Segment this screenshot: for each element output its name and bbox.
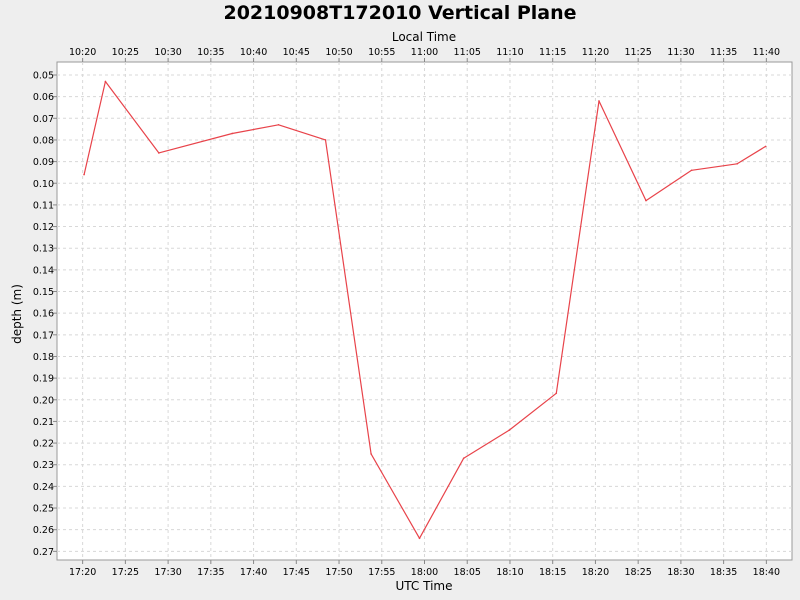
utc-tick-label: 17:45 [283,567,310,578]
y-tick-label: 0.18 [33,352,54,363]
depth-data-point [736,162,738,165]
local-tick-label: 10:30 [154,47,181,58]
depth-data-point [104,80,107,83]
y-tick-label: 0.12 [33,222,54,233]
utc-tick-label: 17:50 [325,567,352,578]
utc-tick-label: 18:00 [411,567,438,578]
y-tick-label: 0.22 [33,439,54,450]
utc-time-axis-label: UTC Time [396,579,453,593]
local-tick-label: 10:25 [112,47,139,58]
utc-tick-label: 17:35 [197,567,224,578]
y-tick-label: 0.13 [33,244,54,255]
utc-tick-label: 18:40 [753,567,780,578]
y-tick-label: 0.10 [33,179,54,190]
depth-data-point [690,169,693,172]
utc-tick-label: 17:55 [368,567,395,578]
utc-tick-label: 17:25 [112,567,139,578]
local-tick-label: 11:30 [667,47,694,58]
depth-data-point [764,145,767,148]
depth-data-point [83,173,85,176]
depth-data-point [418,537,421,540]
y-tick-label: 0.21 [33,417,54,428]
utc-tick-label: 18:05 [454,567,481,578]
depth-data-point [598,100,600,102]
local-time-axis-label: Local Time [392,30,456,44]
y-tick-label: 0.06 [33,92,54,103]
local-tick-label: 11:20 [582,47,609,58]
y-tick-label: 0.09 [33,157,54,168]
local-tick-label: 11:35 [710,47,737,58]
depth-axis-label: depth (m) [10,284,24,344]
utc-tick-label: 18:30 [667,567,694,578]
utc-tick-label: 18:35 [710,567,737,578]
y-tick-label: 0.20 [33,395,54,406]
local-tick-label: 10:55 [368,47,395,58]
y-tick-label: 0.08 [33,135,54,146]
y-tick-label: 0.17 [33,330,54,341]
local-tick-label: 11:15 [539,47,566,58]
y-tick-label: 0.23 [33,460,54,471]
local-tick-label: 11:40 [753,47,780,58]
depth-data-point [462,457,465,460]
y-tick-label: 0.14 [33,265,54,276]
local-tick-label: 11:10 [496,47,523,58]
axis-ticks: 0.05 0.06 0.07 0.08 0.09 0.10 0.11 0.12 0.13 0.14… [33,47,780,578]
local-tick-label: 11:05 [454,47,481,58]
chart-title: 20210908T172010 Vertical Plane [223,2,576,24]
y-tick-label: 0.26 [33,525,54,536]
local-tick-label: 10:45 [283,47,310,58]
depth-data-point [508,429,511,431]
local-tick-label: 10:35 [197,47,224,58]
depth-data-point [370,453,372,455]
y-tick-label: 0.25 [33,504,54,515]
depth-data-point [158,152,160,154]
y-tick-label: 0.19 [33,374,54,385]
y-tick-label: 0.07 [33,114,54,125]
depth-data-point [324,139,327,141]
utc-tick-label: 18:25 [624,567,651,578]
depth-data-point [555,392,558,395]
grid-lines [57,62,792,560]
depth-data-point [231,132,234,135]
local-tick-label: 10:40 [240,47,267,58]
series-layer [83,80,767,540]
utc-tick-label: 18:15 [539,567,566,578]
local-tick-label: 11:25 [624,47,651,58]
utc-tick-label: 18:20 [582,567,609,578]
depth-data-point [277,123,280,126]
y-tick-label: 0.15 [33,287,54,298]
y-tick-label: 0.24 [33,482,54,493]
y-tick-label: 0.05 [33,70,54,81]
depth-data-point [645,199,647,202]
y-tick-label: 0.11 [33,200,54,211]
utc-tick-label: 17:30 [154,567,181,578]
utc-tick-label: 17:20 [69,567,96,578]
y-tick-label: 0.27 [33,547,54,558]
local-tick-label: 10:50 [325,47,352,58]
local-tick-label: 11:00 [411,47,438,58]
utc-tick-label: 17:40 [240,567,267,578]
y-tick-label: 0.16 [33,309,54,320]
local-tick-label: 10:20 [69,47,96,58]
utc-tick-label: 18:10 [496,567,523,578]
depth-series-line [83,80,766,539]
